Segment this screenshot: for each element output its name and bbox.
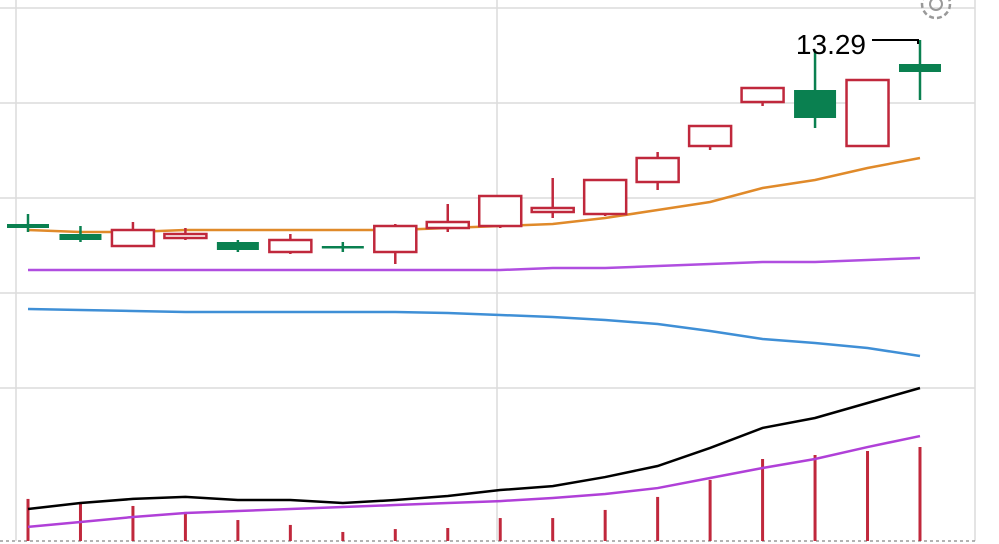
- moving-average: [28, 256, 921, 272]
- candle-body: [268, 238, 313, 254]
- last-price-label: 13.29: [796, 29, 866, 60]
- price-leader: [872, 39, 919, 44]
- candle-body: [794, 90, 837, 118]
- candle-body: [687, 124, 733, 148]
- candle-body: [845, 78, 890, 148]
- settings-icon[interactable]: [920, 0, 952, 20]
- candle-body: [898, 64, 941, 72]
- indicator-line: [27, 434, 921, 529]
- candle-body: [477, 194, 523, 228]
- moving-average: [27, 307, 921, 358]
- candle-body: [216, 242, 259, 250]
- candle-body: [163, 232, 208, 240]
- indicator-line: [27, 386, 921, 511]
- candle-body: [7, 224, 49, 228]
- gear-outline: [920, 0, 952, 20]
- moving-average: [27, 156, 921, 234]
- candle-body: [321, 246, 364, 249]
- candle-body: [740, 86, 785, 104]
- candle-body: [110, 228, 156, 248]
- candle-body: [425, 220, 471, 230]
- candle-body: [59, 234, 102, 240]
- gear-center: [929, 0, 943, 11]
- candle-body: [582, 178, 628, 216]
- candle-body: [373, 224, 418, 254]
- candle-body: [635, 156, 680, 184]
- candle-body: [530, 206, 575, 214]
